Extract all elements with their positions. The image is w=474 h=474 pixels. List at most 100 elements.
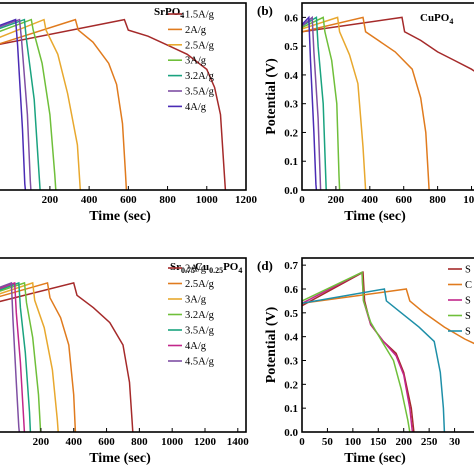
y-axis-label: Potential (V) [264,58,279,135]
x-tick-label: 100 [463,194,474,206]
x-tick-label: 0 [299,194,305,206]
x-tick-label: 400 [362,194,379,206]
x-tick-label: 150 [370,436,387,448]
x-tick-label: 1400 [227,436,250,448]
y-axis-label: Potential (V) [264,306,279,383]
legend-label-3: 3A/g [185,295,207,306]
series-line-5 [302,288,446,432]
legend-label-6: 3.5A/g [185,87,215,98]
legend-label-4: S [465,311,471,322]
series-line-3 [0,18,82,190]
x-tick-label: 200 [33,436,50,448]
panel-srpo4: 200 400 600 800 1000 1200 Time (sec) SrPO4 1.5A/… [0,2,258,224]
title-part: Sr [170,261,181,273]
y-tick-label: 0.5 [284,308,298,320]
series-group [302,15,474,190]
series-line-1 [0,18,227,190]
series-line-2 [0,281,77,432]
x-tick-label: 800 [429,194,446,206]
series-line-7 [0,18,27,190]
legend-label-2: 2A/g [185,25,207,36]
x-tick-label: 1200 [194,436,217,448]
series-line-3 [0,281,59,432]
x-tick-label: 800 [159,194,176,206]
legend-label-6: 4A/g [185,341,207,352]
title-subscript: 4 [449,17,453,26]
y-tick-label: 0.1 [284,403,298,415]
series-line-1 [302,16,474,72]
series-line-4 [302,16,341,190]
panel-srcupo4: 200 400 600 800 1000 1200 1400 Time (sec) Sr0.75… [0,257,250,466]
x-tick-label: 1000 [196,194,219,206]
x-tick-label: 600 [120,194,137,206]
series-line-4 [0,18,57,190]
panel-label: (d) [257,258,273,273]
series-group [0,281,134,432]
x-axis-label: Time (sec) [89,451,151,466]
y-tick-label: 0.1 [284,156,298,168]
legend-label-4: 3A/g [185,56,207,67]
y-tick-label: 0.2 [284,127,298,139]
legend-label-7: 4A/g [185,102,207,113]
x-tick-label: 400 [65,436,82,448]
legend-label-5: 3.5A/g [185,326,215,337]
y-tick-label: 0.0 [284,427,298,439]
title-part: CuPO [420,12,450,24]
x-axis-label: Time (sec) [89,209,151,224]
series-group [302,271,474,432]
x-tick-label: 1200 [235,194,258,206]
x-tick-label: 250 [421,436,438,448]
series-group [0,18,227,190]
x-tick-label: 800 [131,436,148,448]
legend-label-3: 2.5A/g [185,40,215,51]
x-tick-label: 400 [81,194,98,206]
legend-label-5: 3.2A/g [185,71,215,82]
chart-title: SrPO4 [154,6,184,20]
y-tick-label: 0.0 [284,185,298,197]
series-line-6 [0,18,32,190]
series-line-7 [0,281,21,432]
legend-label-5: S [465,327,471,338]
panel-label: (b) [257,3,273,18]
y-tick-label: 0.6 [284,12,298,24]
x-tick-label: 200 [395,436,412,448]
x-tick-label: 200 [42,194,59,206]
chart-title: Sr0.75Cu0.25PO4 [170,261,242,275]
y-tick-label: 0.4 [284,70,298,82]
series-line-4 [302,271,411,432]
legend-label-4: 3.2A/g [185,310,215,321]
panel-comparison: 0 50 100 150 200 250 30 0.0 0.1 0.2 0.3 0.4 0.5 0.6 0.… [257,257,474,466]
y-tick-label: 0.3 [284,99,298,111]
series-line-5 [0,18,41,190]
plot-frame [0,257,247,433]
x-tick-label: 200 [328,194,345,206]
y-tick-label: 0.2 [284,379,298,391]
series-line-5 [302,16,327,190]
x-tick-label: 100 [345,436,362,448]
legend-label-3: S [465,296,471,307]
legend-label-2: 2.5A/g [185,279,215,290]
title-part: SrPO [154,6,181,18]
x-tick-label: 30 [449,436,461,448]
y-tick-label: 0.3 [284,355,298,367]
title-subscript: 4 [180,11,184,20]
legend-label-1: S [465,265,471,276]
x-tick-label: 600 [98,436,115,448]
x-axis-label: Time (sec) [344,209,406,224]
title-part: PO [223,261,239,273]
x-tick-label: 0 [299,436,305,448]
plot-frame [0,2,247,191]
chart-title: CuPO4 [420,12,453,26]
y-tick-label: 0.6 [284,284,298,296]
series-line-6 [302,15,322,190]
x-tick-label: 600 [395,194,412,206]
y-tick-label: 0.4 [284,332,298,344]
y-tick-label: 0.7 [284,260,298,272]
legend-label-7: 4.5A/g [185,357,215,368]
plot-frame [301,2,474,191]
series-line-2 [302,16,430,190]
legend-label-1: 2A/g [185,264,207,275]
series-line-3 [302,16,367,190]
y-tick-label: 0.5 [284,41,298,53]
